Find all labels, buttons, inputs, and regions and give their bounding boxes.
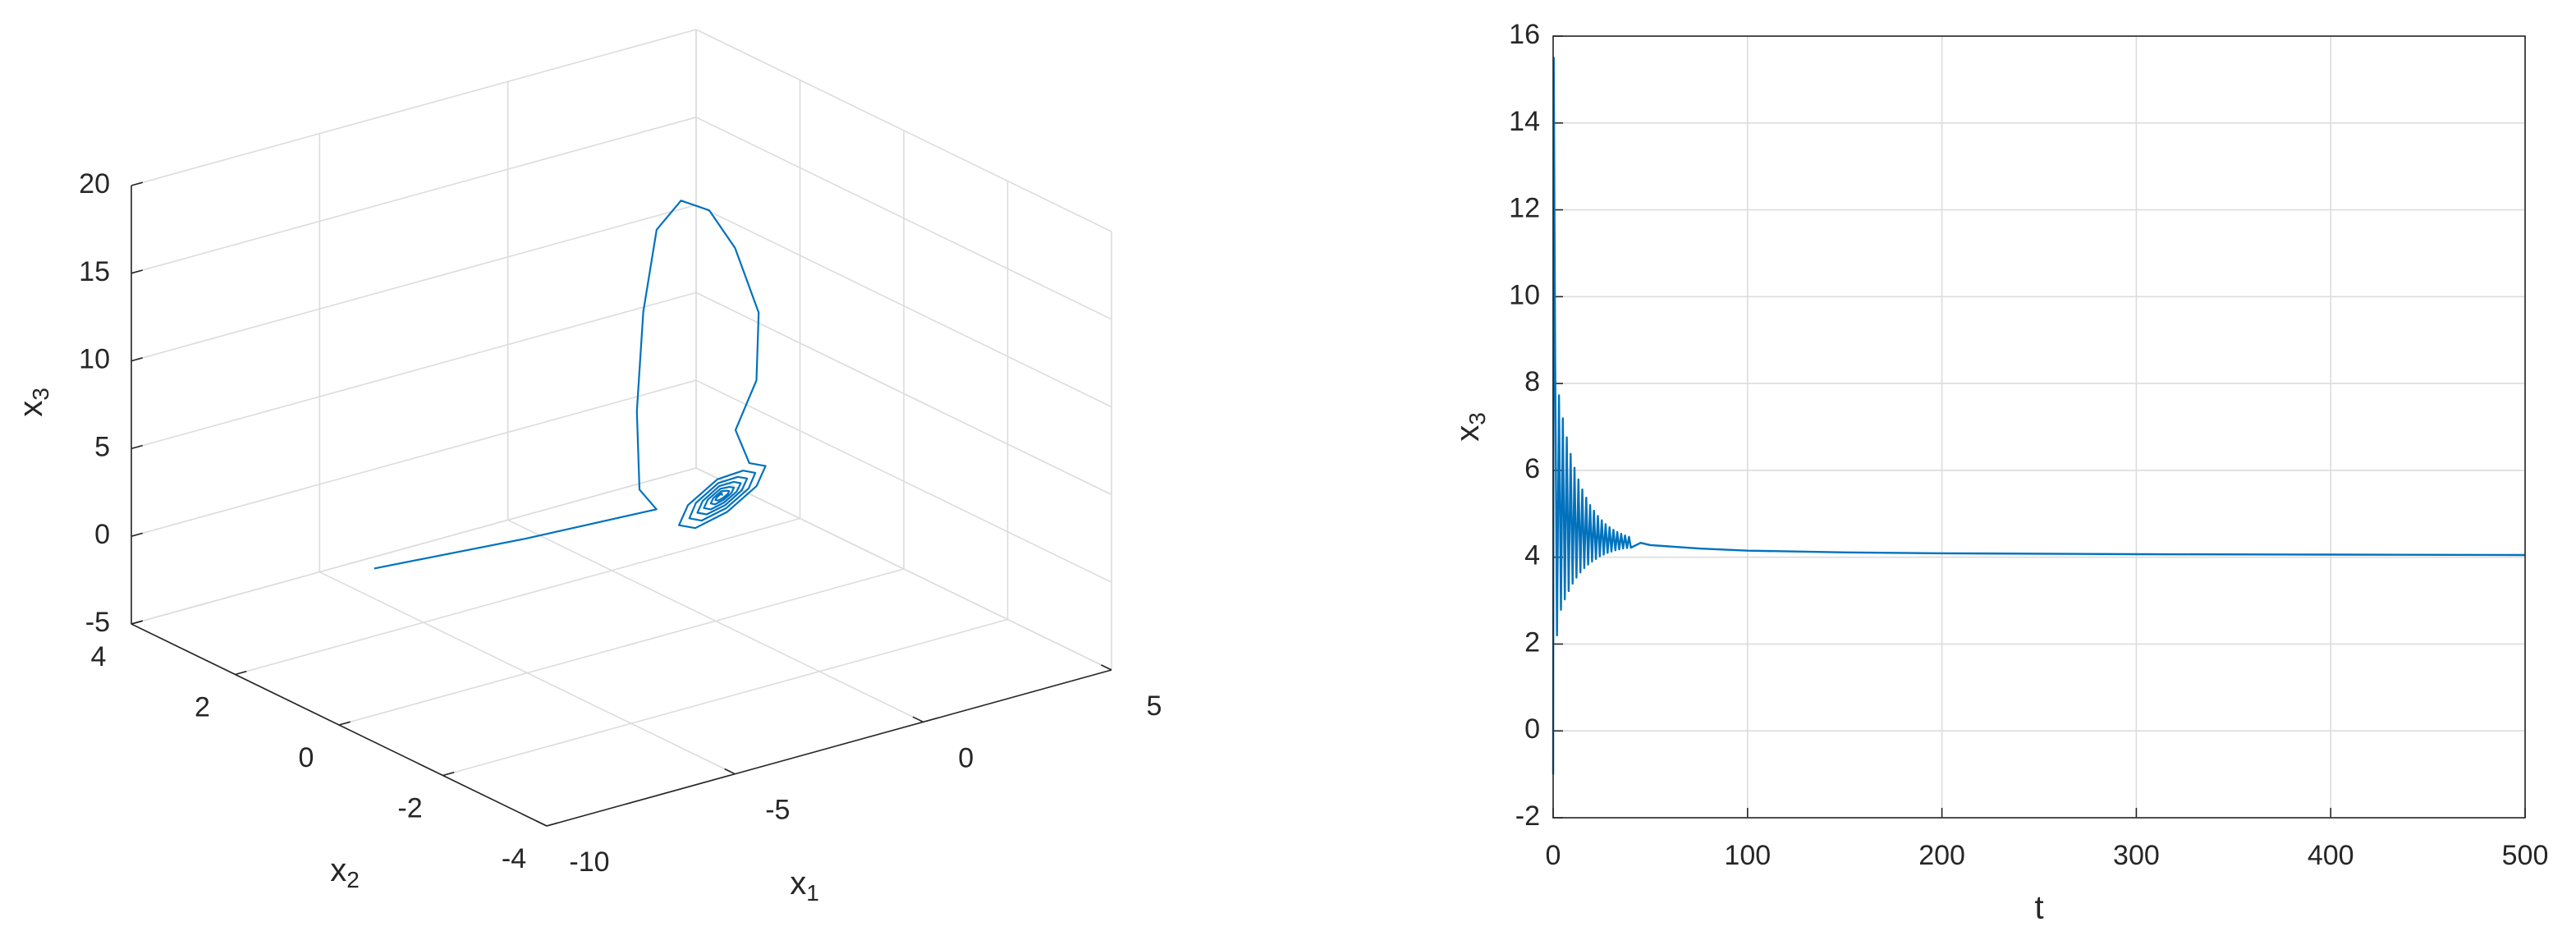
series-line <box>1552 57 2526 775</box>
x-axis-label-base: x <box>790 865 806 901</box>
z-tick-label: 0 <box>94 519 110 550</box>
y-tick-label: 0 <box>1524 713 1540 745</box>
y-axis-label: x2 <box>330 852 360 893</box>
grid-line <box>442 618 1008 777</box>
z-tick <box>131 620 143 625</box>
y-tick-label: 4 <box>1524 540 1540 571</box>
z-tick <box>131 181 143 186</box>
grid-line <box>695 204 1112 408</box>
y-tick-label: 4 <box>91 641 107 672</box>
grid-line <box>131 117 697 274</box>
grid-line <box>131 379 697 537</box>
y-tick-label: 12 <box>1509 193 1540 224</box>
x-tick-label: 500 <box>2502 840 2549 871</box>
y-tick-label: -2 <box>397 792 422 823</box>
y-tick-label: 2 <box>1524 626 1540 658</box>
y-tick-label: 6 <box>1524 453 1540 484</box>
y-tick <box>546 822 558 827</box>
y-tick-label: 16 <box>1509 19 1540 50</box>
plot-frame <box>1552 35 2526 819</box>
grid-line <box>338 568 905 726</box>
z-tick <box>131 357 143 362</box>
x-axis-line <box>546 669 1112 827</box>
y-tick-label: -2 <box>1515 800 1540 832</box>
x-tick-label: 0 <box>958 742 974 773</box>
grid-line <box>131 204 697 362</box>
grid-line <box>695 467 1112 671</box>
x-tick-label: -10 <box>569 846 609 878</box>
x-tick-label: 5 <box>1147 690 1162 722</box>
y-tick <box>235 670 247 676</box>
z-tick-label: 15 <box>79 256 110 287</box>
x-tick <box>536 820 548 827</box>
grid-line <box>695 379 1112 583</box>
z-tick <box>131 532 143 537</box>
x-tick <box>912 716 924 723</box>
x-tick-label: 400 <box>2308 840 2354 871</box>
x-tick-label: 100 <box>1724 840 1771 871</box>
grid-line <box>695 291 1112 496</box>
x-axis-label-sub: 1 <box>806 880 819 906</box>
trajectory <box>374 200 767 570</box>
y-axis-label-base: x <box>330 852 346 888</box>
grid-line <box>131 29 697 186</box>
z-tick-label: 5 <box>94 431 110 462</box>
y-tick <box>338 721 351 726</box>
z-tick-label: -5 <box>85 607 110 638</box>
z-tick-label: 20 <box>79 168 110 200</box>
z-tick <box>131 444 143 450</box>
y-tick-label: 2 <box>195 691 210 723</box>
y-axis-label-sub: 2 <box>346 867 360 892</box>
y-axis-label-base: x <box>1450 425 1486 442</box>
x-tick-label: 200 <box>1918 840 1965 871</box>
x-tick <box>1101 664 1112 671</box>
y-tick-label: 10 <box>1509 279 1540 310</box>
y-axis-label-sub: 3 <box>1464 412 1490 425</box>
grid-line <box>131 291 697 450</box>
x-axis-label: t <box>2034 890 2043 926</box>
grid-line <box>131 467 697 625</box>
z-axis-label: x3 <box>13 388 54 417</box>
x-tick-label: -5 <box>765 795 790 826</box>
x-tick-label: 300 <box>2113 840 2160 871</box>
x-axis-label: x1 <box>790 865 819 906</box>
y-tick-label: 0 <box>299 742 314 773</box>
y-tick-label: -4 <box>502 843 526 874</box>
y-tick <box>442 771 455 777</box>
z-tick-label: 10 <box>79 344 110 375</box>
y-tick-label: 8 <box>1524 366 1540 397</box>
grid-line <box>695 29 1112 232</box>
y-axis-label: x3 <box>1450 412 1491 442</box>
z-tick <box>131 269 143 274</box>
y-tick-label: 14 <box>1509 106 1540 137</box>
z-axis-label-base: x <box>13 401 49 417</box>
grid-line <box>695 117 1112 320</box>
x-tick <box>724 768 736 775</box>
grid-line <box>235 517 800 676</box>
x-tick-label: 0 <box>1546 840 1561 871</box>
z-axis-label-sub: 3 <box>28 388 53 401</box>
